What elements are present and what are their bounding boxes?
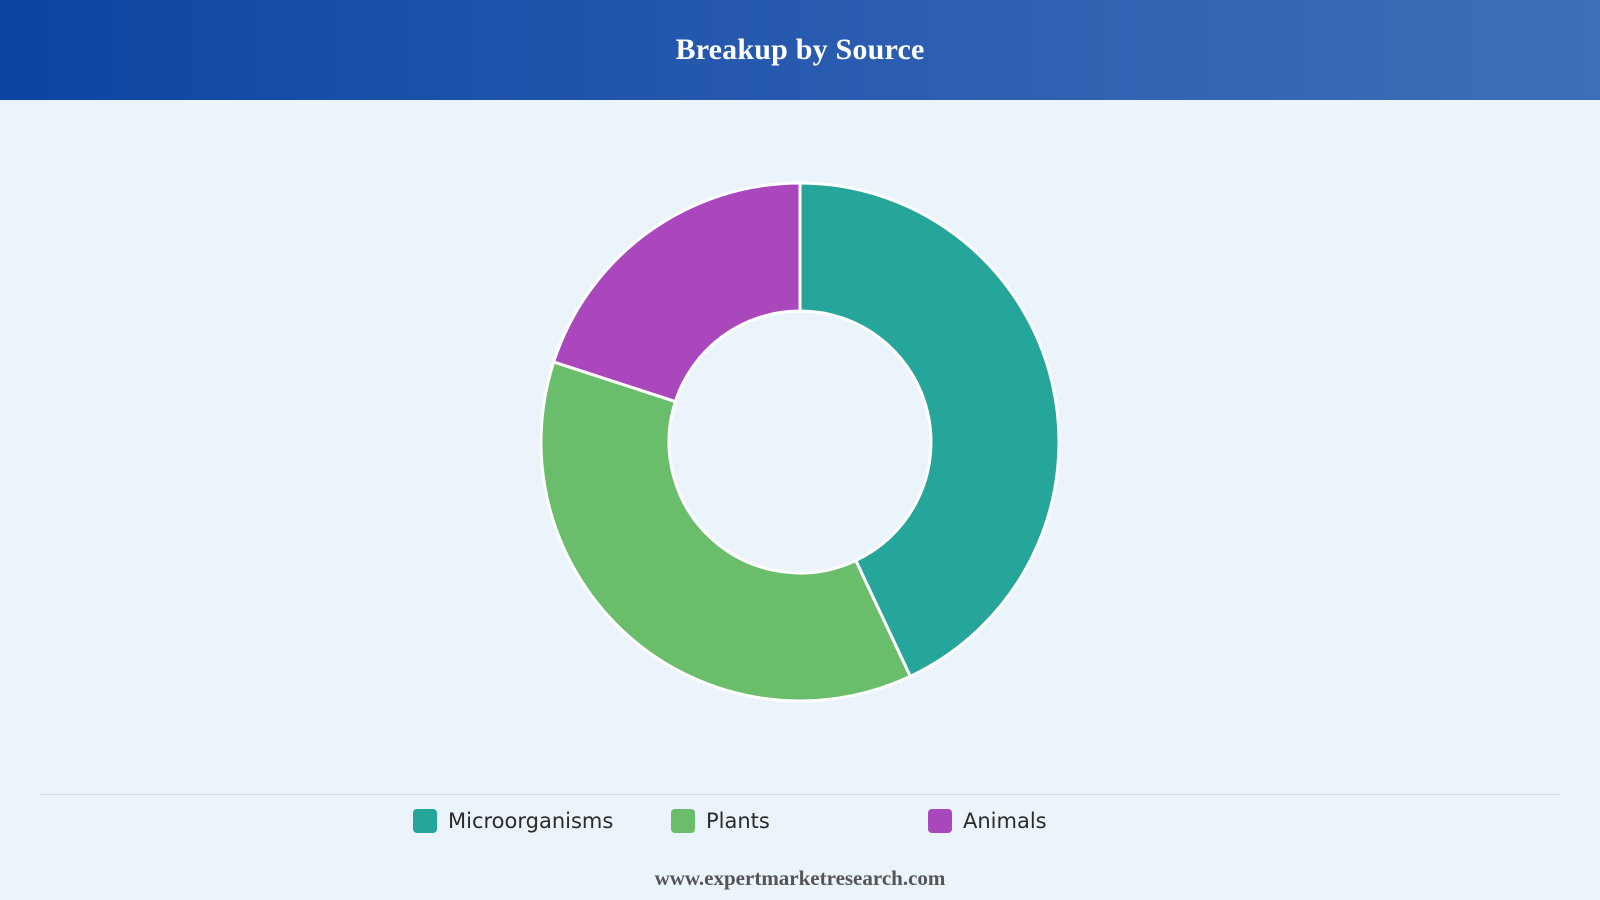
legend-swatch-plants: [671, 809, 695, 833]
legend-label-plants: Plants: [706, 809, 770, 833]
legend-divider: [40, 794, 1560, 795]
source-url: www.expertmarketresearch.com: [654, 866, 946, 890]
legend-label-microorganisms: Microorganisms: [448, 809, 614, 833]
legend-label-animals: Animals: [963, 809, 1047, 833]
donut-slice-animals[interactable]: [552, 181, 802, 404]
legend-swatch-microorganisms: [413, 809, 437, 833]
legend-swatch-animals: [928, 809, 952, 833]
donut-slice-microorganisms[interactable]: [798, 181, 1061, 678]
legend-item-animals[interactable]: Animals: [928, 808, 1047, 834]
donut-chart: [539, 181, 1061, 703]
chart-title: Breakup by Source: [675, 33, 925, 66]
legend-item-microorganisms[interactable]: Microorganisms: [413, 808, 613, 834]
legend-item-plants[interactable]: Plants: [671, 808, 770, 834]
donut-slice-plants[interactable]: [539, 360, 912, 703]
chart-header: Breakup by Source: [0, 0, 1600, 100]
